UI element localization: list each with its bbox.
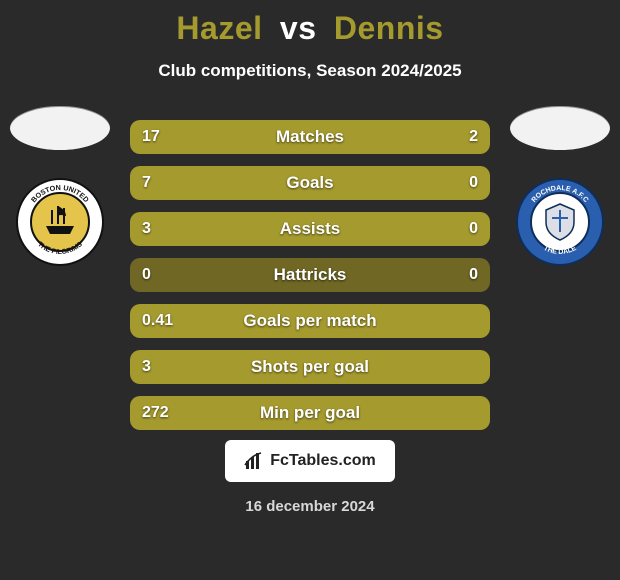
stat-label: Hattricks <box>130 265 490 285</box>
stat-row: 272Min per goal <box>130 396 490 430</box>
left-column: BOSTON UNITED THE PILGRIMS <box>0 104 120 266</box>
title: Hazel vs Dennis <box>0 10 620 47</box>
left-player-avatar <box>10 106 110 150</box>
infographic-root: Hazel vs Dennis Club competitions, Seaso… <box>0 0 620 580</box>
stat-row: 3Shots per goal <box>130 350 490 384</box>
right-player-avatar <box>510 106 610 150</box>
left-club-crest: BOSTON UNITED THE PILGRIMS <box>16 178 104 266</box>
right-column: ROCHDALE A.F.C THE DALE <box>500 104 620 266</box>
stat-label: Min per goal <box>130 403 490 423</box>
stat-label: Shots per goal <box>130 357 490 377</box>
stat-row: 0.41Goals per match <box>130 304 490 338</box>
stat-row: 172Matches <box>130 120 490 154</box>
stat-row: 30Assists <box>130 212 490 246</box>
subtitle: Club competitions, Season 2024/2025 <box>0 61 620 81</box>
title-player-2: Dennis <box>334 10 444 46</box>
right-club-crest: ROCHDALE A.F.C THE DALE <box>516 178 604 266</box>
fctables-logo: FcTables.com <box>225 440 395 482</box>
stat-label: Matches <box>130 127 490 147</box>
stats-bars: 172Matches 70Goals 30Assists 00Hattricks 0.4… <box>130 120 490 442</box>
left-crest-ring-svg: BOSTON UNITED THE PILGRIMS <box>16 178 104 266</box>
title-vs: vs <box>280 10 317 46</box>
stat-label: Goals per match <box>130 311 490 331</box>
fctables-logo-text: FcTables.com <box>270 452 376 470</box>
bar-chart-icon <box>244 451 264 471</box>
stat-label: Goals <box>130 173 490 193</box>
stat-row: 70Goals <box>130 166 490 200</box>
stat-label: Assists <box>130 219 490 239</box>
right-crest-ring-svg: ROCHDALE A.F.C THE DALE <box>516 178 604 266</box>
stat-row: 00Hattricks <box>130 258 490 292</box>
date-text: 16 december 2024 <box>0 498 620 515</box>
title-player-1: Hazel <box>176 10 262 46</box>
